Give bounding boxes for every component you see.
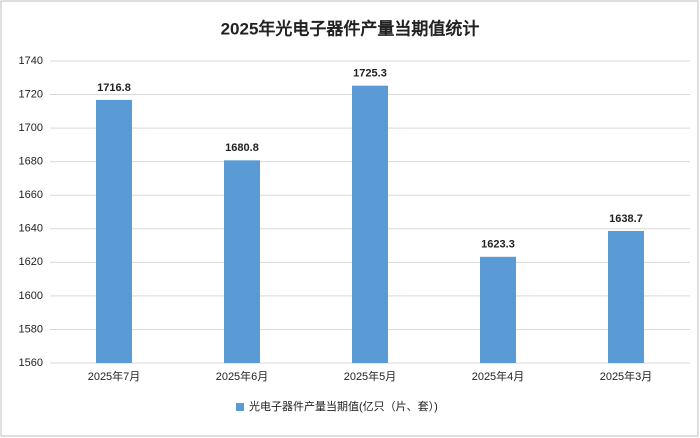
legend-label: 光电子器件产量当期值(亿只（片、套）) bbox=[249, 399, 438, 413]
x-tick-label: 2025年5月 bbox=[344, 369, 397, 383]
y-tick-label: 1700 bbox=[19, 122, 43, 134]
y-tick-label: 1560 bbox=[19, 357, 43, 369]
y-tick-label: 1580 bbox=[19, 323, 43, 335]
x-tick-label: 2025年6月 bbox=[216, 369, 269, 383]
y-tick-label: 1720 bbox=[19, 88, 43, 100]
value-label: 1725.3 bbox=[353, 68, 387, 80]
y-tick-label: 1680 bbox=[19, 156, 43, 168]
bar bbox=[608, 230, 644, 363]
value-label: 1638.7 bbox=[609, 213, 643, 225]
x-tick-label: 2025年4月 bbox=[472, 369, 525, 383]
value-label: 1716.8 bbox=[97, 82, 131, 94]
legend-swatch bbox=[236, 403, 244, 411]
value-label: 1623.3 bbox=[481, 239, 515, 251]
x-tick-label: 2025年3月 bbox=[600, 369, 653, 383]
value-label: 1680.8 bbox=[225, 142, 259, 154]
y-tick-label: 1740 bbox=[19, 55, 43, 67]
bar bbox=[96, 99, 132, 364]
y-tick-label: 1640 bbox=[19, 223, 43, 235]
bar bbox=[352, 85, 388, 363]
bar bbox=[480, 256, 516, 363]
y-tick-label: 1620 bbox=[19, 256, 43, 268]
bar bbox=[224, 160, 260, 363]
y-tick-label: 1660 bbox=[19, 189, 43, 201]
y-tick-label: 1600 bbox=[19, 290, 43, 302]
chart-title: 2025年光电子器件产量当期值统计 bbox=[221, 18, 480, 38]
x-tick-label: 2025年7月 bbox=[88, 369, 141, 383]
